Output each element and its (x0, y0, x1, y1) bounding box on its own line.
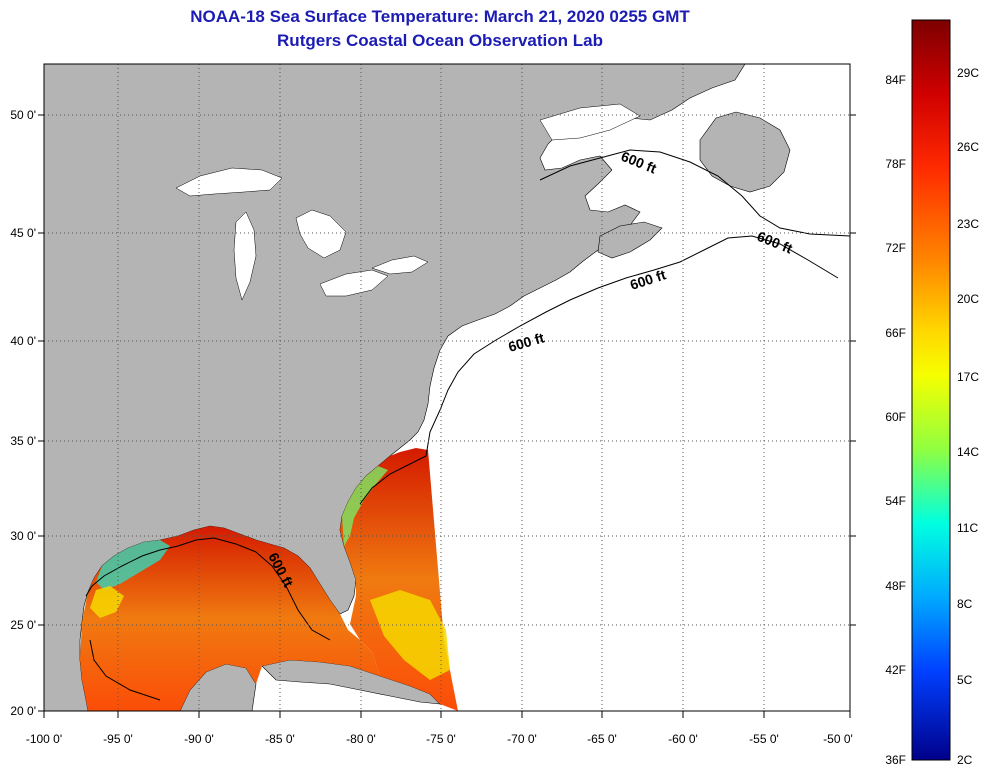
lon-label: -95 0' (103, 732, 133, 746)
colorbar-celsius-labels: 29C 26C 23C 20C 17C 14C 11C 8C 5C 2C (957, 66, 979, 767)
colorbar-f-label: 66F (885, 326, 906, 340)
map-subtitle: Rutgers Coastal Ocean Observation Lab (277, 31, 603, 50)
land-north-america (44, 64, 746, 711)
colorbar-f-label: 48F (885, 579, 906, 593)
lat-label: 40 0' (10, 334, 36, 348)
sst-gulf-of-mexico (80, 526, 380, 711)
lon-label: -60 0' (668, 732, 698, 746)
lat-label: 25 0' (10, 618, 36, 632)
map-title: NOAA-18 Sea Surface Temperature: March 2… (190, 7, 690, 26)
colorbar-c-label: 29C (957, 66, 979, 80)
colorbar-c-label: 26C (957, 140, 979, 154)
lon-label: -65 0' (587, 732, 617, 746)
lon-label: -80 0' (346, 732, 376, 746)
colorbar-c-label: 23C (957, 217, 979, 231)
lon-label: -50 0' (823, 732, 853, 746)
axis-ticks (38, 114, 856, 718)
lat-label: 35 0' (10, 434, 36, 448)
colorbar-c-label: 11C (957, 521, 978, 535)
lon-label: -85 0' (265, 732, 295, 746)
colorbar-c-label: 17C (957, 370, 979, 384)
land-nova-scotia (597, 221, 663, 259)
colorbar-c-label: 8C (957, 597, 973, 611)
lon-label: -90 0' (184, 732, 214, 746)
colorbar-c-label: 2C (957, 753, 973, 767)
colorbar-f-label: 36F (885, 753, 906, 767)
map-frame (43, 63, 851, 712)
sst-florida-coastal-cool (342, 466, 388, 546)
lon-label: -100 0' (26, 732, 62, 746)
colorbar-f-label: 72F (885, 241, 906, 255)
lat-label: 45 0' (10, 226, 36, 240)
colorbar-f-label: 42F (885, 663, 906, 677)
colorbar-f-label: 54F (885, 494, 906, 508)
colorbar-f-label: 84F (885, 73, 906, 87)
colorbar-fahrenheit-labels: 84F 78F 72F 66F 60F 54F 48F 42F 36F (885, 73, 906, 767)
colorbar-f-label: 78F (885, 157, 906, 171)
depth-contours-600ft (85, 149, 850, 701)
lon-label: -75 0' (426, 732, 456, 746)
lat-label: 30 0' (10, 529, 36, 543)
land-newfoundland (699, 111, 791, 193)
colorbar-c-label: 5C (957, 673, 973, 687)
lon-label: -55 0' (749, 732, 779, 746)
lat-label: 50 0' (10, 108, 36, 122)
colorbar-f-label: 60F (885, 410, 906, 424)
great-lakes (175, 103, 641, 301)
colorbar-c-label: 20C (957, 292, 979, 306)
lat-label: 20 0' (10, 704, 36, 718)
colorbar-c-label: 14C (957, 445, 979, 459)
lon-label: -70 0' (507, 732, 537, 746)
sst-bahamas-banks (370, 590, 450, 680)
sst-warm-shelf (90, 586, 124, 618)
temperature-colorbar (911, 19, 951, 761)
